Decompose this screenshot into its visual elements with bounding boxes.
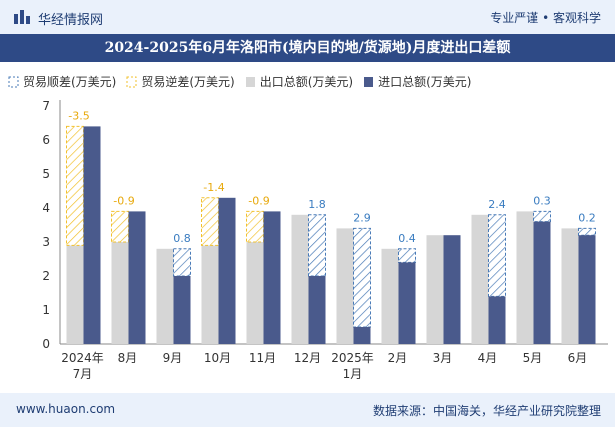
- legend-item-surplus: 贸易顺差(万美元): [8, 73, 116, 90]
- import-bar: [83, 126, 101, 345]
- chart-title: 2024-2025年6月年洛阳市(境内目的地/货源地)月度进出口差额: [0, 34, 615, 62]
- site-url: www.huaon.com: [16, 402, 116, 416]
- header-bar: 华经情报网 专业严谨 • 客观科学: [0, 0, 615, 34]
- legend-swatch-deficit: [126, 76, 137, 87]
- export-bar: [66, 245, 84, 344]
- legend-item-import: 进口总额(万美元): [363, 73, 472, 90]
- import-bar: [443, 235, 461, 344]
- balance-data-label: 0.3: [533, 194, 551, 207]
- legend-swatch-import: [364, 76, 374, 87]
- import-bar: [578, 235, 596, 344]
- export-bar: [561, 228, 579, 344]
- tagline: 专业严谨 • 客观科学: [490, 11, 601, 25]
- balance-surplus-bar: [488, 214, 506, 297]
- export-bar: [246, 242, 264, 344]
- balance-data-label: 1.8: [308, 198, 326, 211]
- export-bar: [381, 248, 399, 344]
- balance-surplus-bar: [353, 227, 371, 328]
- x-tick-label: 1月: [343, 367, 363, 381]
- logo-icon: [14, 10, 30, 24]
- x-tick-label: 4月: [478, 351, 498, 365]
- legend-item-export: 出口总额(万美元): [245, 73, 353, 90]
- x-tick-label: 11月: [249, 351, 276, 365]
- import-bar: [488, 296, 506, 344]
- balance-data-label: 2.4: [488, 198, 506, 211]
- x-tick-label: 2025年: [331, 351, 374, 365]
- export-bar: [516, 211, 534, 344]
- y-tick-label: 7: [42, 99, 50, 113]
- balance-data-label: -0.9: [248, 194, 269, 207]
- x-tick-label: 12月: [294, 351, 321, 365]
- chart-legend: 贸易顺差(万美元) 贸易逆差(万美元) 出口总额(万美元) 进口总额(万美元): [8, 73, 482, 90]
- x-tick-label: 8月: [118, 351, 138, 365]
- x-tick-label: 9月: [163, 351, 183, 365]
- export-bar: [336, 228, 354, 344]
- balance-data-label: 2.9: [353, 211, 371, 224]
- legend-label-export: 出口总额(万美元): [259, 75, 354, 89]
- y-tick-label: 5: [42, 167, 50, 181]
- import-bar: [218, 197, 236, 344]
- balance-surplus-bar: [398, 248, 416, 263]
- balance-deficit-bar: [201, 197, 219, 246]
- data-source: 数据来源：中国海关，华经产业研究院整理: [372, 404, 601, 418]
- balance-data-label: -0.9: [113, 194, 134, 207]
- import-bar: [398, 262, 416, 344]
- x-tick-label: 10月: [204, 351, 231, 365]
- balance-data-label: -3.5: [68, 109, 89, 122]
- balance-data-label: 0.2: [578, 211, 596, 224]
- balance-surplus-bar: [173, 248, 191, 277]
- import-bar: [353, 327, 371, 344]
- import-bar: [533, 221, 551, 344]
- balance-data-label: 0.4: [398, 232, 416, 245]
- export-bar: [426, 235, 444, 344]
- legend-swatch-surplus: [8, 76, 19, 87]
- import-bar: [308, 276, 326, 344]
- y-tick-label: 1: [42, 303, 50, 317]
- balance-deficit-bar: [111, 210, 129, 243]
- legend-item-deficit: 贸易逆差(万美元): [126, 73, 235, 90]
- x-tick-label: 2024年: [61, 351, 104, 365]
- export-bar: [471, 214, 489, 344]
- x-tick-label: 6月: [568, 351, 588, 365]
- y-tick-label: 2: [42, 269, 50, 283]
- x-tick-label: 2月: [388, 351, 408, 365]
- balance-data-label: -1.4: [203, 181, 224, 194]
- balance-surplus-bar: [308, 214, 326, 277]
- balance-surplus-bar: [578, 227, 596, 236]
- brand-name: 华经情报网: [38, 13, 104, 28]
- y-tick-label: 6: [42, 133, 50, 147]
- y-tick-label: 3: [42, 235, 50, 249]
- balance-deficit-bar: [66, 125, 84, 246]
- balance-data-label: 0.8: [173, 232, 191, 245]
- y-tick-label: 0: [42, 337, 50, 351]
- legend-label-deficit: 贸易逆差(万美元): [141, 75, 235, 89]
- export-bar: [201, 245, 219, 344]
- export-bar: [156, 248, 174, 344]
- chart-plot: 0 1 2 3 4 5 6 7 -3.5 2024年 7月 -0.9 8月 0.8 9月 -1.4 10月 -0.…: [42, 99, 608, 381]
- y-tick-label: 4: [42, 201, 50, 215]
- export-bar: [111, 242, 129, 344]
- legend-label-import: 进口总额(万美元): [378, 75, 472, 89]
- x-tick-label: 7月: [73, 367, 93, 381]
- x-tick-label: 5月: [523, 351, 543, 365]
- footer-bar: www.huaon.com 数据来源：中国海关，华经产业研究院整理: [0, 393, 615, 427]
- balance-surplus-bar: [533, 210, 551, 223]
- legend-swatch-export: [245, 76, 255, 87]
- balance-deficit-bar: [246, 210, 264, 243]
- import-bar: [128, 211, 146, 344]
- import-bar: [263, 211, 281, 344]
- legend-label-surplus: 贸易顺差(万美元): [23, 75, 117, 89]
- x-tick-label: 3月: [433, 351, 453, 365]
- export-bar: [291, 214, 309, 344]
- import-bar: [173, 276, 191, 344]
